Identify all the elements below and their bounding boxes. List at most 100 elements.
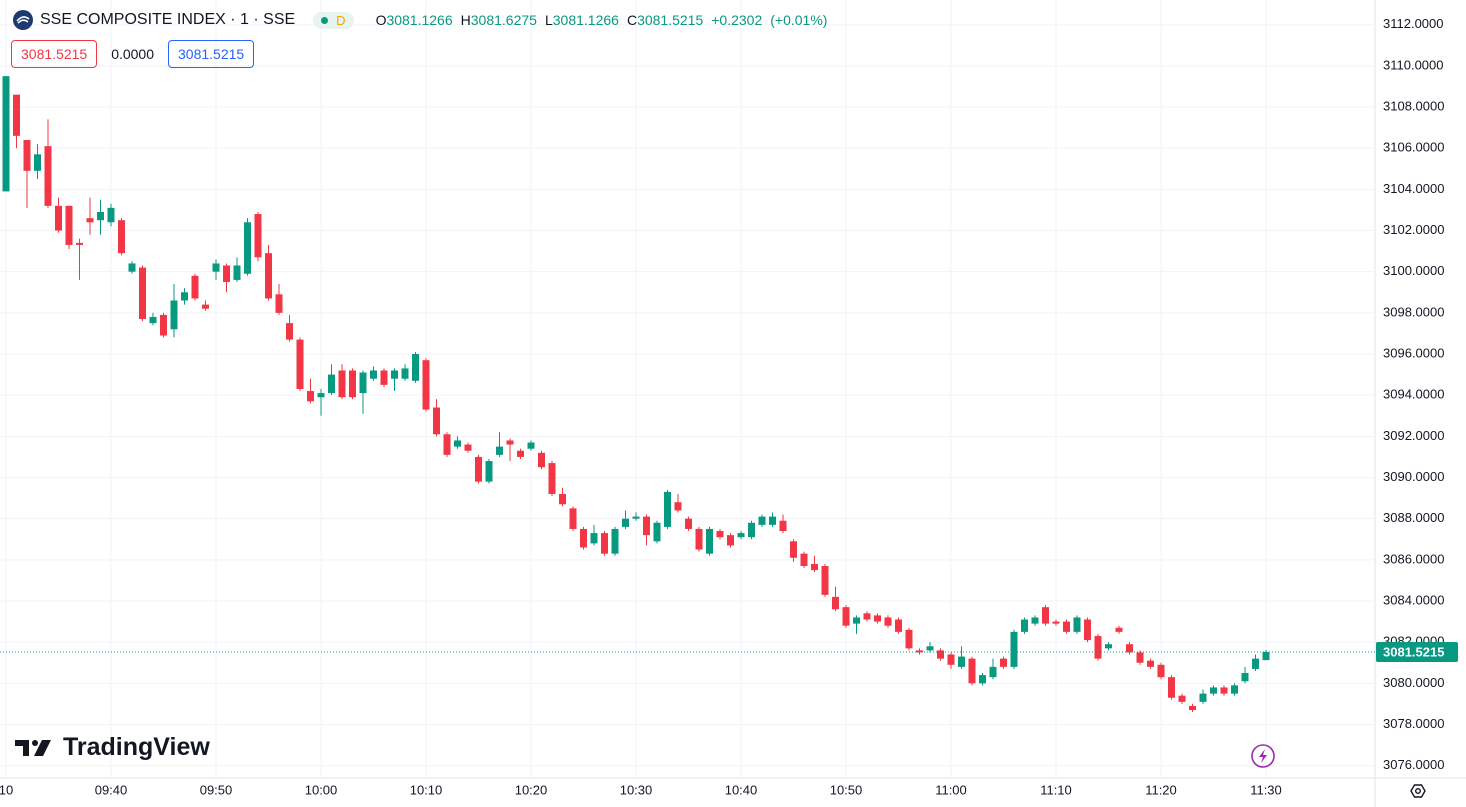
y-tick-label: 3084.0000: [1383, 592, 1444, 607]
candle-body: [1021, 619, 1028, 632]
ohlc-value: 3081.6275: [470, 12, 537, 28]
candle-body: [622, 518, 629, 527]
candle-body: [265, 253, 272, 299]
ohlc-key: L: [544, 12, 553, 28]
candle-body: [1168, 677, 1175, 698]
candle-body: [55, 205, 62, 231]
candle-body: [370, 370, 377, 379]
candle-body: [895, 619, 902, 632]
market-status[interactable]: D: [313, 11, 354, 29]
x-tick-label: 10:10: [410, 782, 443, 797]
x-tick-label: 10:30: [620, 782, 653, 797]
change: +0.2302: [711, 12, 763, 28]
ohlc-values: O3081.1266 H3081.6275 L3081.1266 C3081.5215…: [376, 12, 836, 28]
candle-body: [412, 354, 419, 381]
candle-body: [23, 139, 31, 171]
candle-body: [653, 522, 661, 542]
candle-body: [1189, 705, 1196, 711]
candle-body: [212, 263, 220, 272]
y-tick-label: 3112.0000: [1383, 16, 1444, 31]
lightning-icon[interactable]: [1251, 744, 1275, 768]
y-tick-label: 3090.0000: [1383, 469, 1444, 484]
symbol-name[interactable]: SSE COMPOSITE INDEX · 1 · SSE: [40, 11, 296, 28]
y-tick-label: 3108.0000: [1383, 98, 1444, 113]
candle-body: [590, 533, 598, 544]
candle-body: [422, 360, 430, 410]
candle-body: [527, 442, 535, 449]
buy-button[interactable]: 3081.5215: [168, 40, 255, 68]
candle-body: [779, 520, 787, 532]
candle-body: [926, 646, 934, 651]
candle-body: [1084, 619, 1091, 641]
candle-body: [485, 461, 493, 482]
market-status-text: D: [336, 12, 346, 28]
candle-body: [1094, 635, 1102, 659]
y-tick-label: 3088.0000: [1383, 510, 1444, 525]
candle-body: [107, 207, 115, 223]
candle-body: [349, 370, 356, 398]
y-tick-label: 3104.0000: [1383, 181, 1444, 196]
candle-body: [937, 650, 944, 659]
candle-body: [160, 314, 167, 336]
candle-body: [800, 553, 808, 567]
candle-body: [202, 304, 209, 309]
candle-body: [706, 528, 713, 554]
candle-body: [517, 450, 524, 457]
candle-body: [790, 541, 797, 558]
candle-body: [832, 596, 839, 610]
y-tick-label: 3080.0000: [1383, 675, 1444, 690]
watermark: TradingView: [15, 733, 210, 762]
candle-body: [916, 650, 923, 653]
candle-body: [601, 533, 608, 554]
settings-icon[interactable]: [1410, 784, 1426, 798]
candle-body: [296, 339, 304, 389]
candle-body: [433, 407, 440, 435]
candle-body: [1063, 621, 1070, 632]
candles-layer: [2, 76, 1270, 713]
candle-body: [170, 300, 178, 330]
candle-body: [548, 463, 556, 494]
candle-body: [874, 615, 881, 622]
y-tick-label: 3094.0000: [1383, 387, 1444, 402]
candle-body: [958, 656, 965, 667]
candle-body: [506, 440, 514, 445]
candle-body: [464, 444, 472, 451]
candle-body: [359, 372, 367, 394]
candle-body: [244, 222, 251, 274]
sell-button[interactable]: 3081.5215: [11, 40, 98, 68]
legend: SSE COMPOSITE INDEX · 1 · SSE D O3081.12…: [12, 8, 835, 32]
candle-body: [947, 654, 955, 665]
candle-body: [380, 370, 388, 385]
change-percent: (+0.01%): [770, 12, 828, 28]
x-tick-label: 10: [0, 782, 13, 797]
candle-body: [307, 391, 314, 402]
candle-body: [769, 516, 776, 525]
candle-body: [118, 220, 125, 254]
candle-body: [632, 516, 640, 519]
x-tick-label: 10:50: [830, 782, 863, 797]
candle-body: [1105, 644, 1112, 649]
candle-body: [685, 518, 692, 529]
x-tick-label: 11:30: [1250, 782, 1282, 797]
ohlc-key: O: [375, 12, 387, 28]
candle-body: [149, 316, 157, 324]
candle-body: [223, 265, 230, 282]
candle-body: [34, 154, 41, 171]
candle-body: [979, 675, 986, 684]
candle-body: [128, 263, 136, 272]
x-tick-label: 09:40: [95, 782, 128, 797]
ohlc-key: C: [626, 12, 638, 28]
candle-body: [65, 205, 73, 245]
y-tick-label: 3076.0000: [1383, 757, 1444, 772]
candle-body: [569, 508, 577, 529]
candle-body: [496, 446, 503, 455]
candle-body: [989, 666, 997, 678]
candle-body: [338, 370, 346, 398]
candle-body: [758, 516, 766, 525]
candle-body: [664, 491, 671, 527]
y-tick-label: 3096.0000: [1383, 345, 1444, 360]
candle-body: [317, 393, 325, 398]
candle-body: [275, 294, 283, 313]
